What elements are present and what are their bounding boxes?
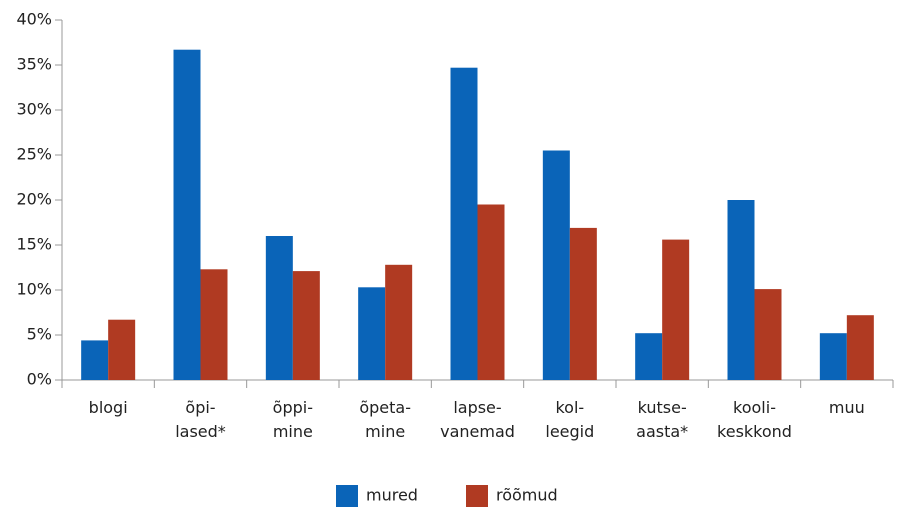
- bar: [727, 200, 755, 380]
- y-tick-label: 35%: [16, 55, 52, 74]
- bar: [173, 49, 201, 380]
- x-tick-line: keskkond: [717, 422, 792, 441]
- bar: [200, 269, 228, 380]
- x-tick-label: muu: [829, 398, 865, 417]
- x-tick-label: kooli-keskkond: [717, 398, 792, 441]
- bar: [846, 315, 874, 380]
- x-tick-line: vanemad: [440, 422, 515, 441]
- x-tick-line: mine: [365, 422, 405, 441]
- y-tick-label: 20%: [16, 190, 52, 209]
- bar: [358, 287, 386, 380]
- x-tick-label: blogi: [89, 398, 128, 417]
- legend-label: rõõmud: [496, 486, 558, 505]
- x-tick-line: kutse-: [638, 398, 687, 417]
- legend-swatch: [336, 485, 358, 507]
- x-tick-line: õpeta-: [359, 398, 411, 417]
- x-tick-line: mine: [273, 422, 313, 441]
- bar: [754, 289, 782, 380]
- x-tick-line: kol-: [555, 398, 584, 417]
- bar: [819, 333, 847, 380]
- bar: [81, 340, 109, 380]
- x-tick-label: õppi-mine: [273, 398, 313, 441]
- x-tick-line: lased*: [175, 422, 226, 441]
- x-tick-line: leegid: [545, 422, 594, 441]
- y-tick-label: 40%: [16, 10, 52, 29]
- y-tick-label: 5%: [27, 325, 52, 344]
- bar: [385, 264, 413, 380]
- x-tick-label: kutse-aasta*: [636, 398, 688, 441]
- y-tick-label: 30%: [16, 100, 52, 119]
- bar: [477, 204, 505, 380]
- x-tick-line: õppi-: [273, 398, 313, 417]
- x-tick-line: kooli-: [733, 398, 776, 417]
- x-tick-label: õpi-lased*: [175, 398, 226, 441]
- y-tick-label: 0%: [27, 370, 52, 389]
- legend-label: mured: [366, 486, 418, 505]
- bar: [108, 319, 136, 380]
- x-tick-line: õpi-: [185, 398, 215, 417]
- x-tick-line: blogi: [89, 398, 128, 417]
- x-tick-label: lapse-vanemad: [440, 398, 515, 441]
- y-tick-label: 25%: [16, 145, 52, 164]
- x-tick-line: muu: [829, 398, 865, 417]
- y-tick-label: 15%: [16, 235, 52, 254]
- bar: [450, 67, 478, 380]
- legend-swatch: [466, 485, 488, 507]
- bar: [569, 227, 597, 380]
- bar: [635, 333, 663, 380]
- bar: [265, 236, 293, 380]
- bar: [542, 150, 570, 380]
- x-tick-label: õpeta-mine: [359, 398, 411, 441]
- bar: [662, 239, 690, 380]
- bar: [292, 271, 320, 380]
- x-tick-label: kol-leegid: [545, 398, 594, 441]
- x-tick-line: aasta*: [636, 422, 688, 441]
- x-tick-line: lapse-: [453, 398, 501, 417]
- y-tick-label: 10%: [16, 280, 52, 299]
